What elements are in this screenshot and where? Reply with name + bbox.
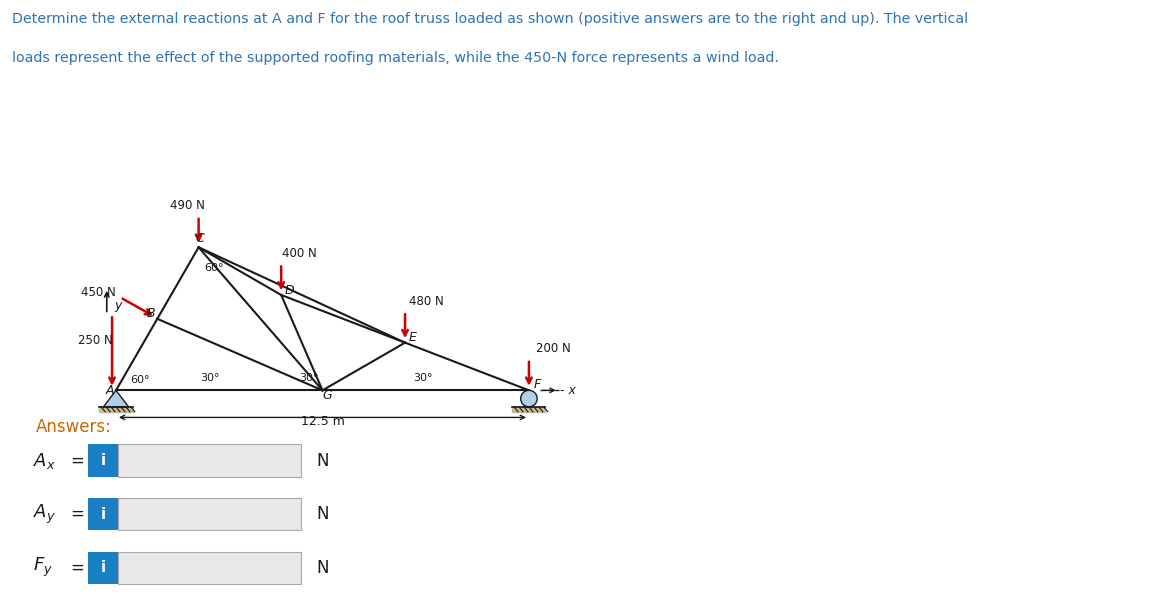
Text: A: A (106, 384, 114, 397)
Text: 200 N: 200 N (536, 342, 572, 355)
Text: 12.5 m: 12.5 m (301, 415, 345, 428)
Text: C: C (195, 232, 205, 245)
Text: 450 N: 450 N (81, 286, 116, 299)
Text: N: N (316, 505, 329, 523)
Text: Determine the external reactions at A and F for the roof truss loaded as shown (: Determine the external reactions at A an… (12, 12, 968, 26)
Text: 250 N: 250 N (78, 334, 113, 347)
Text: =: = (69, 559, 83, 577)
Text: 30°: 30° (413, 373, 433, 383)
Circle shape (521, 390, 537, 407)
Text: 60°: 60° (205, 264, 225, 274)
Text: - x: - x (560, 384, 576, 397)
Text: $A_y$: $A_y$ (33, 503, 56, 525)
Text: G: G (322, 389, 332, 402)
Text: i: i (100, 506, 106, 522)
Text: N: N (316, 559, 329, 577)
FancyBboxPatch shape (88, 498, 118, 530)
Text: 30°: 30° (200, 373, 220, 383)
Text: i: i (100, 560, 106, 575)
Text: 400 N: 400 N (282, 247, 316, 260)
Text: loads represent the effect of the supported roofing materials, while the 450-N f: loads represent the effect of the suppor… (12, 51, 779, 65)
FancyBboxPatch shape (88, 552, 118, 584)
Text: y: y (114, 299, 121, 312)
Text: 480 N: 480 N (409, 295, 443, 308)
Text: i: i (100, 453, 106, 468)
Text: $F_y$: $F_y$ (33, 556, 53, 579)
Text: 490 N: 490 N (169, 199, 205, 212)
Text: E: E (408, 331, 416, 345)
Text: Answers:: Answers: (36, 418, 112, 436)
FancyBboxPatch shape (118, 498, 301, 530)
Text: =: = (69, 452, 83, 469)
Polygon shape (103, 390, 128, 407)
Text: B: B (147, 307, 155, 320)
Text: D: D (285, 284, 294, 298)
Text: $A_x$: $A_x$ (33, 450, 56, 471)
Text: N: N (316, 452, 329, 469)
FancyBboxPatch shape (118, 444, 301, 477)
FancyBboxPatch shape (88, 444, 118, 477)
Text: =: = (69, 505, 83, 523)
Text: 30°: 30° (300, 373, 319, 383)
FancyBboxPatch shape (118, 552, 301, 584)
Text: F: F (534, 378, 541, 392)
Text: 60°: 60° (129, 375, 149, 385)
